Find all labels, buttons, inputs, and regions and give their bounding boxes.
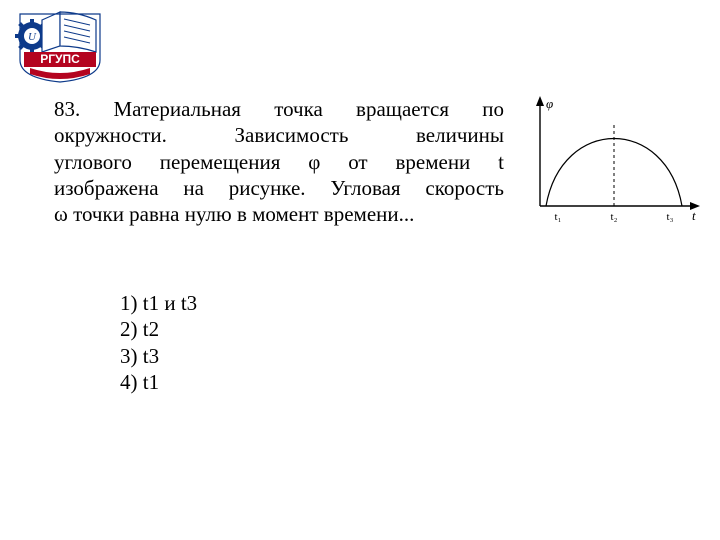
banner-icon: РГУПС <box>24 52 96 67</box>
y-axis-label: φ <box>546 96 553 111</box>
option-3: 3) t3 <box>120 343 197 369</box>
option-1: 1) t1 и t3 <box>120 290 197 316</box>
logo-letter: U <box>28 31 37 43</box>
question-line-2: окружности. Зависимость величины <box>54 122 504 148</box>
phi-vs-t-graph: φ t t₁ t₂ t₃ <box>522 96 702 246</box>
question-line-4: изображена на рисунке. Угловая скорость <box>54 175 504 201</box>
institution-logo: U <box>14 6 106 84</box>
option-4: 4) t1 <box>120 369 197 395</box>
book-icon <box>42 12 96 52</box>
option-2: 2) t2 <box>120 316 197 342</box>
question-line-1: 83. Материальная точка вращается по <box>54 96 504 122</box>
logo-acronym: РГУПС <box>40 52 80 66</box>
x-tick-2: t₂ <box>611 211 618 223</box>
x-tick-1: t₁ <box>555 211 562 223</box>
sub-banner-icon <box>30 68 90 79</box>
page: U <box>0 0 720 540</box>
answer-options: 1) t1 и t3 2) t2 3) t3 4) t1 <box>120 290 197 395</box>
x-axis-label: t <box>692 208 696 223</box>
question-line-3: углового перемещения φ от времени t <box>54 149 504 175</box>
question-block: 83. Материальная точка вращается по окру… <box>54 96 504 227</box>
curve <box>546 139 682 207</box>
y-axis-arrow-icon <box>536 96 544 106</box>
question-line-5: ω точки равна нулю в момент времени... <box>54 201 504 227</box>
x-tick-3: t₃ <box>667 211 674 223</box>
